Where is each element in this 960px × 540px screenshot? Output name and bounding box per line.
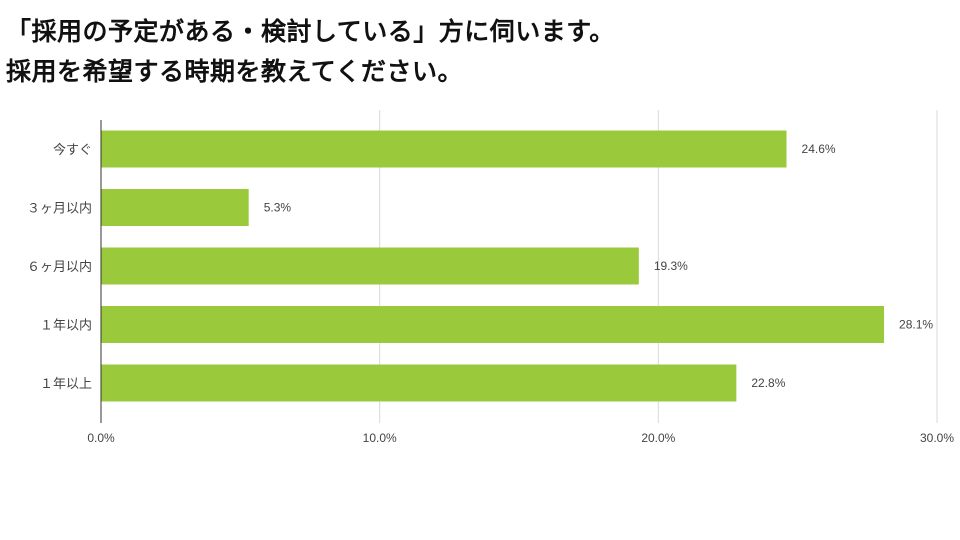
y-tick-label: １年以上	[40, 376, 92, 391]
bar	[101, 364, 737, 402]
x-tick-label: 30.0%	[920, 431, 954, 445]
y-tick-label: １年以内	[40, 318, 92, 333]
data-label: 22.8%	[751, 376, 785, 390]
data-label: 5.3%	[264, 201, 292, 215]
data-label: 19.3%	[654, 259, 688, 273]
chart-title-line-1: 「採用の予定がある・検討している」方に伺います。	[6, 17, 615, 46]
chart-title: 「採用の予定がある・検討している」方に伺います。 採用を希望する時期を教えてくだ…	[6, 12, 615, 92]
bar	[101, 306, 885, 343]
data-label: 28.1%	[899, 318, 933, 332]
y-tick-label: ６ヶ月以内	[27, 259, 92, 274]
x-tick-label: 10.0%	[363, 431, 397, 445]
chart-title-line-2: 採用を希望する時期を教えてください。	[6, 57, 464, 86]
bar	[101, 247, 639, 285]
data-label: 24.6%	[802, 142, 836, 156]
bar	[101, 130, 787, 168]
y-tick-label: 今すぐ	[53, 142, 92, 157]
x-tick-label: 20.0%	[641, 431, 675, 445]
x-tick-label: 0.0%	[87, 431, 115, 445]
y-tick-label: ３ヶ月以内	[27, 201, 92, 216]
bar	[101, 189, 249, 226]
